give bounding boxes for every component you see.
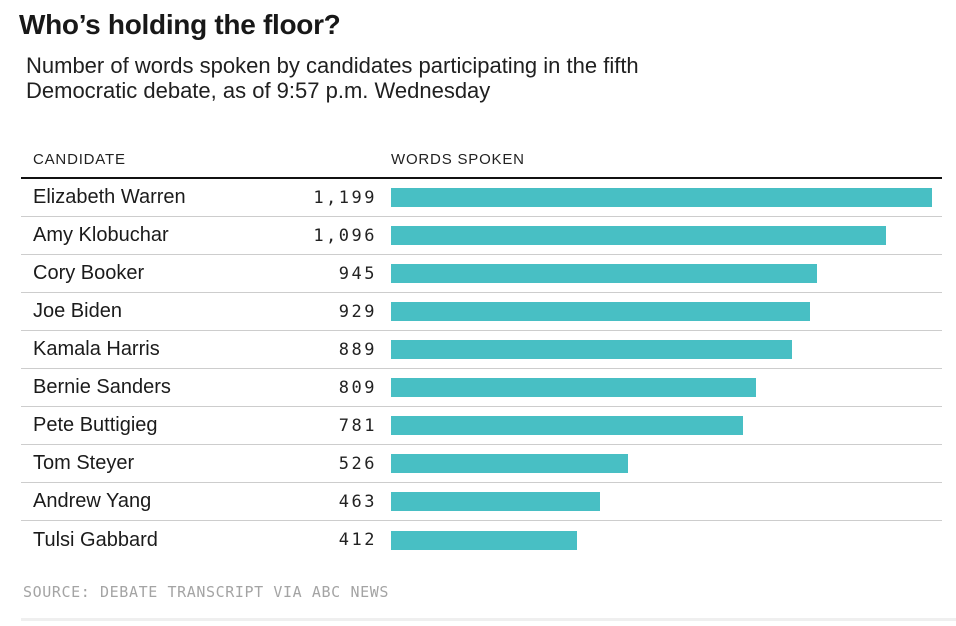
- candidate-name: Tulsi Gabbard: [33, 528, 158, 551]
- candidate-name: Joe Biden: [33, 300, 122, 322]
- words-spoken-bar: [391, 492, 600, 511]
- bottom-rule: [21, 618, 956, 621]
- bar-track: [391, 530, 942, 550]
- table-row: Andrew Yang 463: [21, 483, 942, 521]
- table-row: Kamala Harris 889: [21, 331, 942, 369]
- bar-track: [391, 302, 942, 321]
- column-header-candidate: CANDIDATE: [33, 151, 126, 168]
- bar-track: [391, 340, 942, 359]
- chart-subtitle: Number of words spoken by candidates par…: [26, 53, 639, 103]
- chart-subtitle-line-2: Democratic debate, as of 9:57 p.m. Wedne…: [26, 78, 491, 103]
- table-row: Cory Booker 945: [21, 255, 942, 293]
- words-spoken-value: 412: [338, 530, 377, 550]
- column-header-words-spoken: WORDS SPOKEN: [391, 151, 525, 168]
- candidate-name: Pete Buttigieg: [33, 414, 158, 436]
- words-spoken-value: 463: [338, 491, 377, 512]
- words-spoken-value: 889: [338, 339, 377, 360]
- header-rule: [21, 177, 942, 179]
- table-row: Tulsi Gabbard 412: [21, 521, 942, 559]
- bar-track: [391, 416, 942, 435]
- table-row: Bernie Sanders 809: [21, 369, 942, 407]
- words-spoken-value: 929: [338, 301, 377, 322]
- words-spoken-bar: [391, 530, 577, 550]
- candidate-name: Kamala Harris: [33, 338, 160, 360]
- candidate-name: Amy Klobuchar: [33, 224, 169, 246]
- table-row: Tom Steyer 526: [21, 445, 942, 483]
- words-spoken-bar: [391, 340, 793, 359]
- table-row: Pete Buttigieg 781: [21, 407, 942, 445]
- table-row: Amy Klobuchar 1,096: [21, 217, 942, 255]
- chart-subtitle-line-1: Number of words spoken by candidates par…: [26, 53, 639, 78]
- words-spoken-bar: [391, 188, 932, 207]
- words-spoken-bar: [391, 264, 818, 283]
- table-row: Joe Biden 929: [21, 293, 942, 331]
- words-spoken-bar: [391, 226, 886, 245]
- words-spoken-value: 781: [338, 415, 377, 436]
- words-spoken-value: 809: [338, 377, 377, 398]
- candidate-name: Bernie Sanders: [33, 376, 171, 398]
- column-header-row: CANDIDATE WORDS SPOKEN: [0, 151, 956, 169]
- candidate-name: Cory Booker: [33, 262, 145, 284]
- bar-track: [391, 226, 942, 245]
- bar-track: [391, 188, 942, 207]
- chart-title: Who’s holding the floor?: [19, 9, 341, 40]
- words-spoken-bar: [391, 302, 811, 321]
- candidate-name: Tom Steyer: [33, 452, 135, 474]
- bar-track: [391, 492, 942, 511]
- words-spoken-value: 1,199: [313, 187, 377, 208]
- candidate-name: Elizabeth Warren: [33, 186, 186, 208]
- table-row: Elizabeth Warren 1,199: [21, 179, 942, 217]
- words-spoken-bar: [391, 454, 629, 473]
- bar-track: [391, 378, 942, 397]
- source-note: SOURCE: DEBATE TRANSCRIPT VIA ABC NEWS: [23, 583, 389, 601]
- words-spoken-value: 1,096: [313, 225, 377, 246]
- candidate-table: Elizabeth Warren 1,199 Amy Klobuchar 1,0…: [21, 179, 942, 559]
- words-spoken-bar: [391, 378, 756, 397]
- words-spoken-value: 526: [338, 453, 377, 474]
- candidate-name: Andrew Yang: [33, 490, 152, 512]
- words-spoken-value: 945: [338, 263, 377, 284]
- words-spoken-bar: [391, 416, 744, 435]
- bar-track: [391, 264, 942, 283]
- bar-track: [391, 454, 942, 473]
